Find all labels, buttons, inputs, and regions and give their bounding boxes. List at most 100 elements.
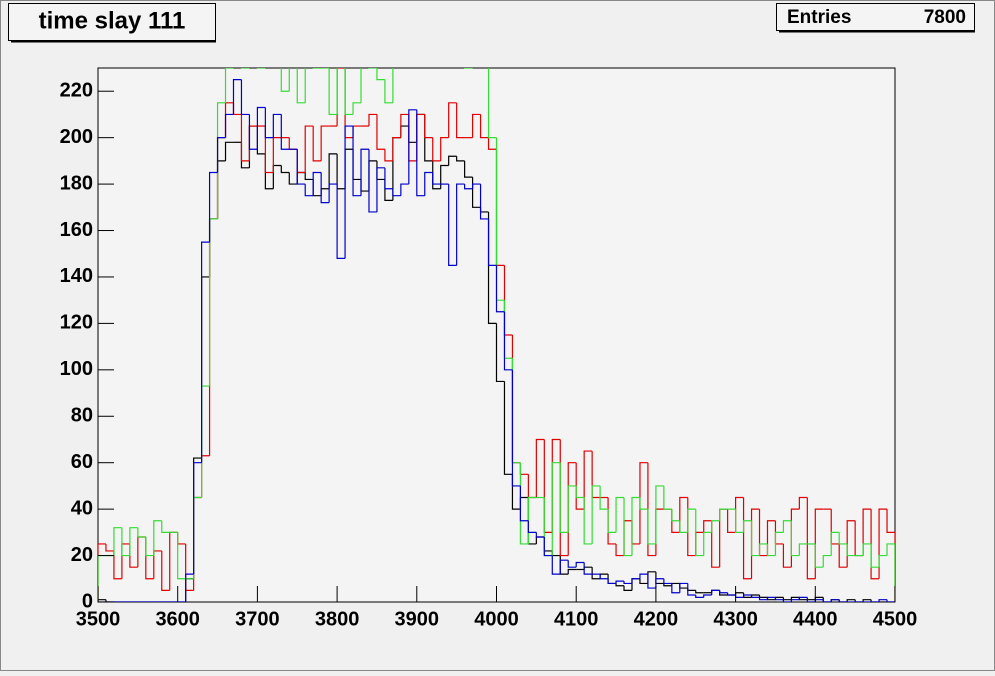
histogram-step bbox=[559, 559, 569, 575]
histogram-step bbox=[886, 509, 895, 602]
histogram-step bbox=[703, 531, 712, 556]
histogram-step bbox=[448, 184, 457, 266]
histogram-step bbox=[304, 68, 306, 103]
histogram-step bbox=[695, 590, 704, 594]
histogram-step bbox=[782, 520, 792, 533]
histogram-step bbox=[105, 599, 114, 602]
histogram-step bbox=[487, 137, 497, 150]
histogram-step bbox=[304, 184, 314, 197]
y-tick-label: 140 bbox=[60, 265, 93, 287]
histogram-step bbox=[750, 595, 760, 598]
histogram-step bbox=[623, 585, 632, 591]
histogram-step bbox=[846, 599, 856, 602]
chart-title: time slay 111 bbox=[39, 7, 186, 34]
histogram-step bbox=[304, 172, 314, 181]
histogram-step bbox=[862, 508, 872, 556]
histogram-step bbox=[280, 165, 290, 174]
histogram-step bbox=[384, 79, 393, 104]
histogram-step bbox=[129, 527, 138, 556]
histogram-step bbox=[240, 114, 250, 162]
histogram-step bbox=[424, 114, 433, 139]
stats-label: Entries bbox=[787, 7, 851, 28]
histogram-step bbox=[870, 543, 880, 568]
histogram-step bbox=[240, 79, 250, 116]
histogram-step bbox=[639, 497, 648, 510]
histogram-step bbox=[798, 596, 808, 600]
histogram-step bbox=[774, 597, 784, 601]
histogram-step bbox=[448, 102, 457, 138]
histogram-step bbox=[216, 137, 226, 173]
histogram-step bbox=[886, 599, 895, 602]
histogram-step bbox=[766, 543, 776, 557]
histogram-step bbox=[575, 462, 585, 510]
histogram-step bbox=[98, 599, 106, 602]
histogram-step bbox=[663, 583, 672, 587]
histogram-step bbox=[711, 520, 720, 533]
histogram-step bbox=[288, 68, 290, 92]
histogram-step bbox=[272, 113, 282, 138]
histogram-step bbox=[185, 573, 194, 602]
histogram-step bbox=[216, 102, 226, 219]
histogram-step bbox=[655, 485, 664, 544]
histogram-step bbox=[615, 496, 625, 533]
histogram-step bbox=[153, 520, 162, 556]
histogram-step bbox=[758, 597, 768, 601]
x-tick-label: 3900 bbox=[395, 608, 440, 630]
histogram-step bbox=[320, 125, 330, 161]
histogram-step bbox=[671, 509, 680, 522]
histogram-step bbox=[376, 68, 385, 81]
histogram-step bbox=[177, 532, 186, 580]
histogram-step bbox=[352, 126, 362, 197]
histogram-step bbox=[567, 560, 577, 568]
histogram-step bbox=[280, 68, 290, 92]
histogram-step bbox=[503, 311, 513, 371]
histogram-step bbox=[264, 126, 274, 174]
histogram-step bbox=[296, 68, 306, 104]
histogram-step bbox=[647, 462, 656, 557]
histogram-step bbox=[838, 532, 848, 545]
histogram-step bbox=[161, 550, 170, 591]
histogram-step bbox=[232, 79, 242, 115]
histogram-step bbox=[790, 596, 800, 600]
stats-box bbox=[776, 3, 975, 31]
histogram-step bbox=[615, 583, 625, 587]
x-tick-label: 4400 bbox=[793, 608, 838, 630]
histogram-step bbox=[256, 106, 266, 150]
histogram-step bbox=[456, 183, 465, 266]
histogram-step bbox=[376, 114, 385, 150]
y-tick-label: 100 bbox=[60, 358, 93, 380]
histogram-step bbox=[432, 160, 441, 190]
histogram-step bbox=[312, 171, 322, 196]
histogram-step bbox=[607, 509, 617, 533]
histogram-step bbox=[599, 485, 609, 510]
histogram-step bbox=[464, 160, 473, 178]
histogram-step bbox=[798, 543, 808, 556]
histogram-step bbox=[113, 527, 122, 556]
plot-area bbox=[98, 68, 895, 602]
histogram-step bbox=[742, 520, 752, 533]
histogram-step bbox=[328, 153, 338, 189]
histogram-step bbox=[384, 167, 393, 190]
histogram-step bbox=[679, 582, 688, 593]
histogram-step bbox=[392, 68, 394, 103]
histogram-step bbox=[145, 536, 154, 557]
histogram-step bbox=[846, 543, 856, 557]
histogram-step bbox=[400, 183, 409, 196]
y-tick-label: 60 bbox=[71, 451, 93, 473]
histogram-step bbox=[464, 184, 473, 190]
stats-value: 7800 bbox=[924, 7, 966, 28]
x-tick-label: 3600 bbox=[155, 608, 200, 630]
histogram-step bbox=[615, 543, 625, 557]
histogram-step bbox=[535, 532, 545, 538]
histogram-step bbox=[352, 102, 362, 115]
histogram-step bbox=[766, 596, 776, 600]
histogram-step bbox=[870, 599, 880, 602]
histogram-step bbox=[838, 599, 848, 602]
histogram-step bbox=[639, 462, 648, 544]
histogram-step bbox=[471, 183, 481, 189]
histogram-step bbox=[639, 578, 648, 585]
histogram-step bbox=[806, 597, 816, 602]
histogram-step bbox=[615, 580, 625, 584]
histogram-step bbox=[838, 543, 848, 568]
histogram-step bbox=[113, 550, 122, 580]
